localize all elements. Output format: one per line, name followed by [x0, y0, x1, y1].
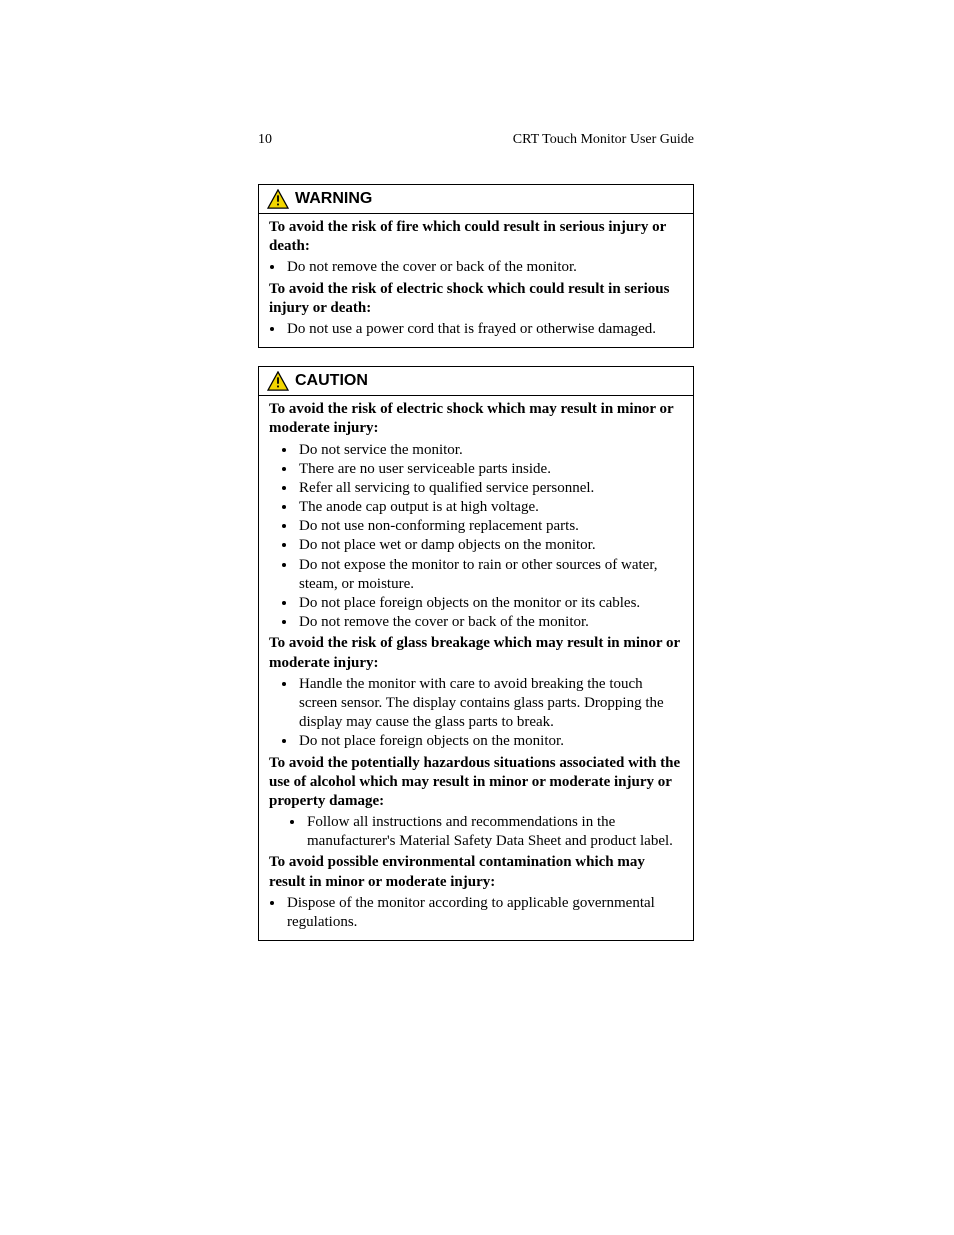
- list-item: Do not place foreign objects on the moni…: [297, 732, 683, 751]
- caution-heading-environment: To avoid possible environmental contamin…: [269, 853, 683, 891]
- caution-list-alcohol: Follow all instructions and recommendati…: [269, 813, 683, 851]
- list-item: Do not service the monitor.: [297, 441, 683, 460]
- caution-title-row: CAUTION: [258, 367, 694, 396]
- document-title: CRT Touch Monitor User Guide: [513, 132, 694, 148]
- caution-list-environment: Dispose of the monitor according to appl…: [269, 894, 683, 932]
- warning-title: WARNING: [295, 190, 372, 208]
- caution-heading-shock: To avoid the risk of electric shock whic…: [269, 400, 683, 438]
- document-page: 10 CRT Touch Monitor User Guide WARNING …: [0, 0, 954, 941]
- list-item: Handle the monitor with care to avoid br…: [297, 675, 683, 733]
- caution-list-shock: Do not service the monitor. There are no…: [269, 441, 683, 633]
- caution-list-glass: Handle the monitor with care to avoid br…: [269, 675, 683, 752]
- caution-box: CAUTION To avoid the risk of electric sh…: [258, 366, 694, 941]
- list-item: Do not use a power cord that is frayed o…: [285, 320, 683, 339]
- list-item: Dispose of the monitor according to appl…: [285, 894, 683, 932]
- list-item: Do not expose the monitor to rain or oth…: [297, 556, 683, 594]
- caution-body: To avoid the risk of electric shock whic…: [258, 396, 694, 941]
- page-number: 10: [258, 132, 272, 148]
- list-item: Do not remove the cover or back of the m…: [285, 258, 683, 277]
- warning-title-row: WARNING: [258, 185, 694, 214]
- warning-list-shock: Do not use a power cord that is frayed o…: [269, 320, 683, 339]
- warning-heading-fire: To avoid the risk of fire which could re…: [269, 218, 683, 256]
- caution-heading-glass: To avoid the risk of glass breakage whic…: [269, 634, 683, 672]
- caution-triangle-icon: [267, 371, 289, 391]
- list-item: There are no user serviceable parts insi…: [297, 460, 683, 479]
- list-item: Do not use non-conforming replacement pa…: [297, 517, 683, 536]
- caution-title: CAUTION: [295, 372, 368, 390]
- list-item: Do not remove the cover or back of the m…: [297, 613, 683, 632]
- page-header: 10 CRT Touch Monitor User Guide: [258, 132, 694, 148]
- list-item: Do not place foreign objects on the moni…: [297, 594, 683, 613]
- list-item: The anode cap output is at high voltage.: [297, 498, 683, 517]
- list-item: Do not place wet or damp objects on the …: [297, 536, 683, 555]
- warning-triangle-icon: [267, 189, 289, 209]
- warning-box: WARNING To avoid the risk of fire which …: [258, 184, 694, 348]
- list-item: Refer all servicing to qualified service…: [297, 479, 683, 498]
- list-item: Follow all instructions and recommendati…: [305, 813, 683, 851]
- warning-heading-shock: To avoid the risk of electric shock whic…: [269, 280, 683, 318]
- warning-body: To avoid the risk of fire which could re…: [258, 214, 694, 348]
- caution-heading-alcohol: To avoid the potentially hazardous situa…: [269, 754, 683, 812]
- warning-list-fire: Do not remove the cover or back of the m…: [269, 258, 683, 277]
